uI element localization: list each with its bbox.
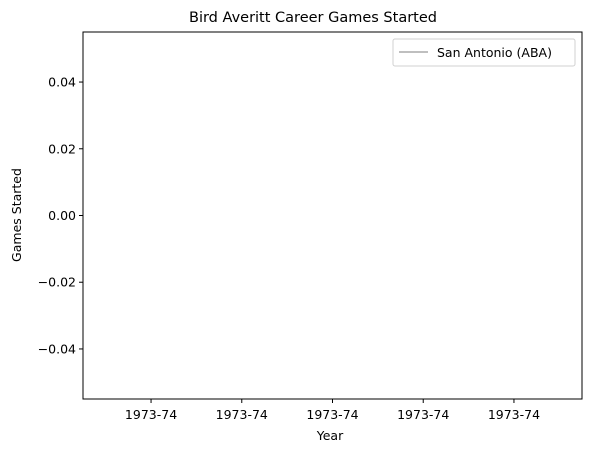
y-tick-label: 0.00 (48, 208, 76, 223)
legend-entry-label: San Antonio (ABA) (437, 45, 552, 60)
legend: San Antonio (ABA) (392, 38, 576, 67)
plot-area (83, 32, 582, 399)
plot-frame (82, 31, 583, 400)
x-tick-label: 1973-74 (306, 407, 358, 422)
y-tick-label: 0.02 (48, 141, 76, 156)
x-tick-label: 1973-74 (125, 407, 177, 422)
legend-box (392, 38, 576, 67)
x-tick-label: 1973-74 (488, 407, 540, 422)
y-axis-label: Games Started (9, 168, 24, 262)
x-axis-ticks: 1973-74 1973-74 1973-74 1973-74 1973-74 (125, 399, 540, 422)
y-tick-label: −0.04 (38, 341, 76, 356)
x-tick-label: 1973-74 (397, 407, 449, 422)
y-tick-label: −0.02 (38, 275, 76, 290)
x-axis-label: Year (316, 428, 344, 443)
y-axis-ticks: 0.04 0.02 0.00 −0.02 −0.04 (38, 75, 83, 356)
y-tick-label: 0.04 (48, 75, 76, 90)
chart-title: Bird Averitt Career Games Started (189, 10, 437, 26)
x-tick-label: 1973-74 (216, 407, 268, 422)
